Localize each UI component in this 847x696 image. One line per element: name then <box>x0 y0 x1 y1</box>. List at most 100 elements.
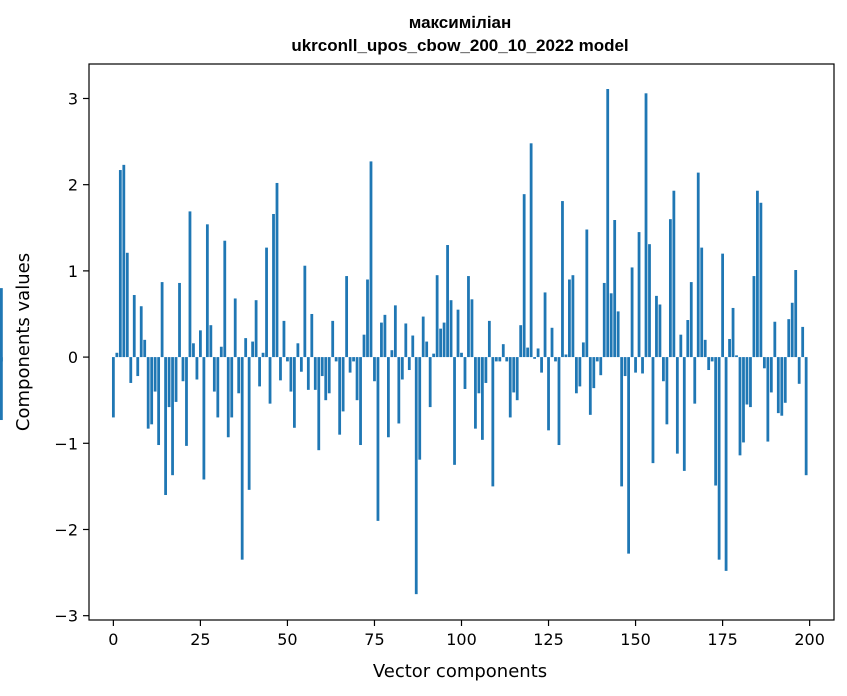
bar <box>171 357 174 476</box>
bar <box>369 161 373 358</box>
bar <box>380 322 383 358</box>
bar <box>728 338 731 358</box>
bar <box>759 202 763 358</box>
bar <box>303 265 307 358</box>
bar <box>662 357 665 382</box>
bar <box>641 357 644 374</box>
bar <box>199 330 202 358</box>
bar <box>599 357 603 376</box>
bar <box>132 295 136 358</box>
bar <box>756 190 759 358</box>
bar <box>721 253 724 358</box>
bar <box>362 334 366 358</box>
bar <box>188 211 192 358</box>
bar <box>766 357 770 442</box>
chart-subtitle: ukrconll_upos_cbow_200_10_2022 model <box>291 36 628 55</box>
x-axis-label: Vector components <box>373 661 547 682</box>
bar <box>418 357 422 460</box>
bar <box>327 357 331 394</box>
bar <box>634 357 637 373</box>
y-tick-label: 0 <box>68 348 78 367</box>
bar <box>585 229 589 358</box>
bar <box>505 357 509 362</box>
bar <box>609 293 613 358</box>
bar <box>178 282 181 358</box>
bar <box>296 343 300 358</box>
bar <box>689 282 693 358</box>
bar <box>467 276 470 358</box>
bar <box>742 357 745 443</box>
bar <box>387 357 390 438</box>
bar <box>219 346 223 358</box>
bar <box>268 357 272 404</box>
bar <box>515 357 519 401</box>
bar <box>738 357 742 456</box>
bar <box>453 357 456 465</box>
bar <box>797 357 801 384</box>
bar <box>240 357 244 560</box>
bar <box>0 288 3 358</box>
bar <box>366 279 369 358</box>
bar <box>606 89 610 358</box>
bar <box>376 357 380 521</box>
bar <box>780 357 784 416</box>
bar <box>174 357 178 402</box>
bar <box>432 353 436 358</box>
bar <box>675 357 679 454</box>
bar <box>251 341 255 358</box>
bar <box>460 352 463 358</box>
bar <box>494 357 498 362</box>
bar <box>299 357 303 372</box>
bar <box>331 320 335 358</box>
bar <box>491 357 495 487</box>
bar <box>324 357 328 401</box>
bar <box>181 357 185 382</box>
bar <box>150 357 154 425</box>
y-axis-ticks: −3 −2 −1 0 1 2 3 <box>54 89 89 626</box>
bar <box>442 322 446 358</box>
bar <box>289 357 293 392</box>
bar <box>672 190 676 358</box>
bar <box>279 357 282 381</box>
y-tick-label: −1 <box>54 434 78 453</box>
bar <box>317 357 321 451</box>
bar <box>146 357 150 429</box>
bar <box>185 357 188 446</box>
bar <box>592 357 596 389</box>
bar <box>724 357 728 571</box>
bar <box>693 357 697 404</box>
bar <box>703 339 707 358</box>
x-tick-label: 25 <box>190 630 210 649</box>
bar <box>139 306 143 358</box>
bar <box>209 325 213 358</box>
bar <box>658 304 662 358</box>
x-axis-ticks: 0 25 50 75 100 125 150 175 200 <box>108 620 825 649</box>
bar <box>355 357 359 401</box>
bar <box>313 357 317 390</box>
bar <box>439 328 443 358</box>
x-tick-label: 75 <box>364 630 384 649</box>
bar <box>752 276 756 358</box>
bar <box>129 357 133 383</box>
bar <box>665 357 669 425</box>
bar <box>446 245 449 358</box>
bar <box>435 275 439 358</box>
bar <box>487 320 491 358</box>
bar <box>428 357 432 408</box>
bar <box>345 276 349 358</box>
bar <box>352 357 355 362</box>
bar <box>338 357 342 435</box>
bar <box>334 357 338 362</box>
bar <box>794 270 798 358</box>
bar <box>696 172 700 358</box>
bar <box>773 321 777 358</box>
bar <box>512 357 516 393</box>
y-tick-label: −2 <box>54 520 78 539</box>
bar <box>637 232 641 358</box>
bar <box>258 357 261 387</box>
y-tick-label: −3 <box>54 607 78 626</box>
bar <box>620 357 624 487</box>
bar <box>578 357 582 387</box>
bar <box>498 357 502 362</box>
bar <box>787 319 791 358</box>
